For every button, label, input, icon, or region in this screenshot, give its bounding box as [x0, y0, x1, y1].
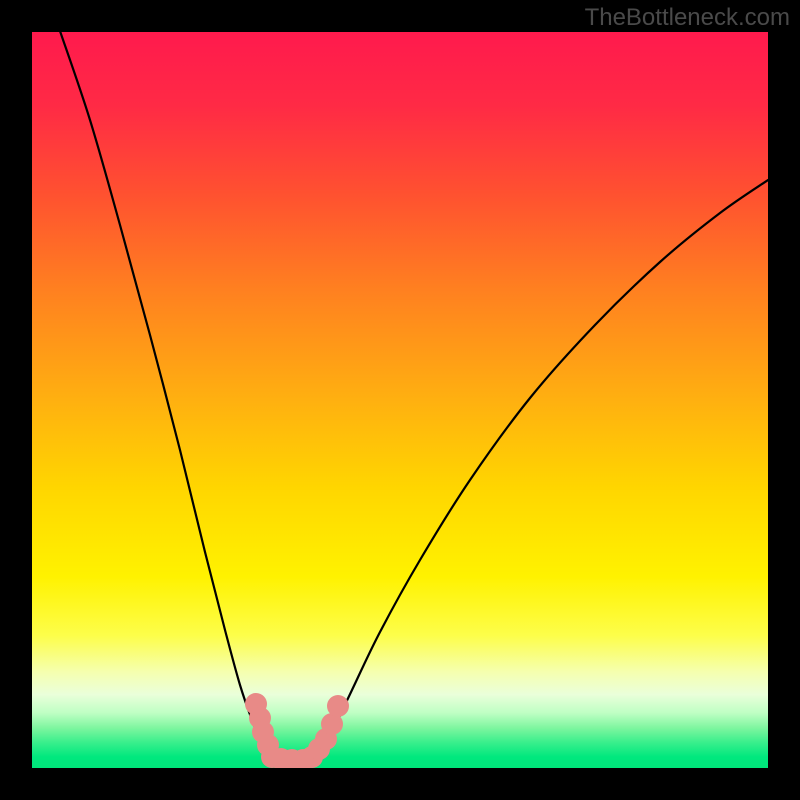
data-marker — [327, 695, 349, 717]
plot-background — [32, 32, 768, 768]
watermark-text: TheBottleneck.com — [585, 4, 790, 32]
chart-container: { "watermark": { "text": "TheBottleneck.… — [0, 0, 800, 800]
bottleneck-chart — [0, 0, 800, 800]
